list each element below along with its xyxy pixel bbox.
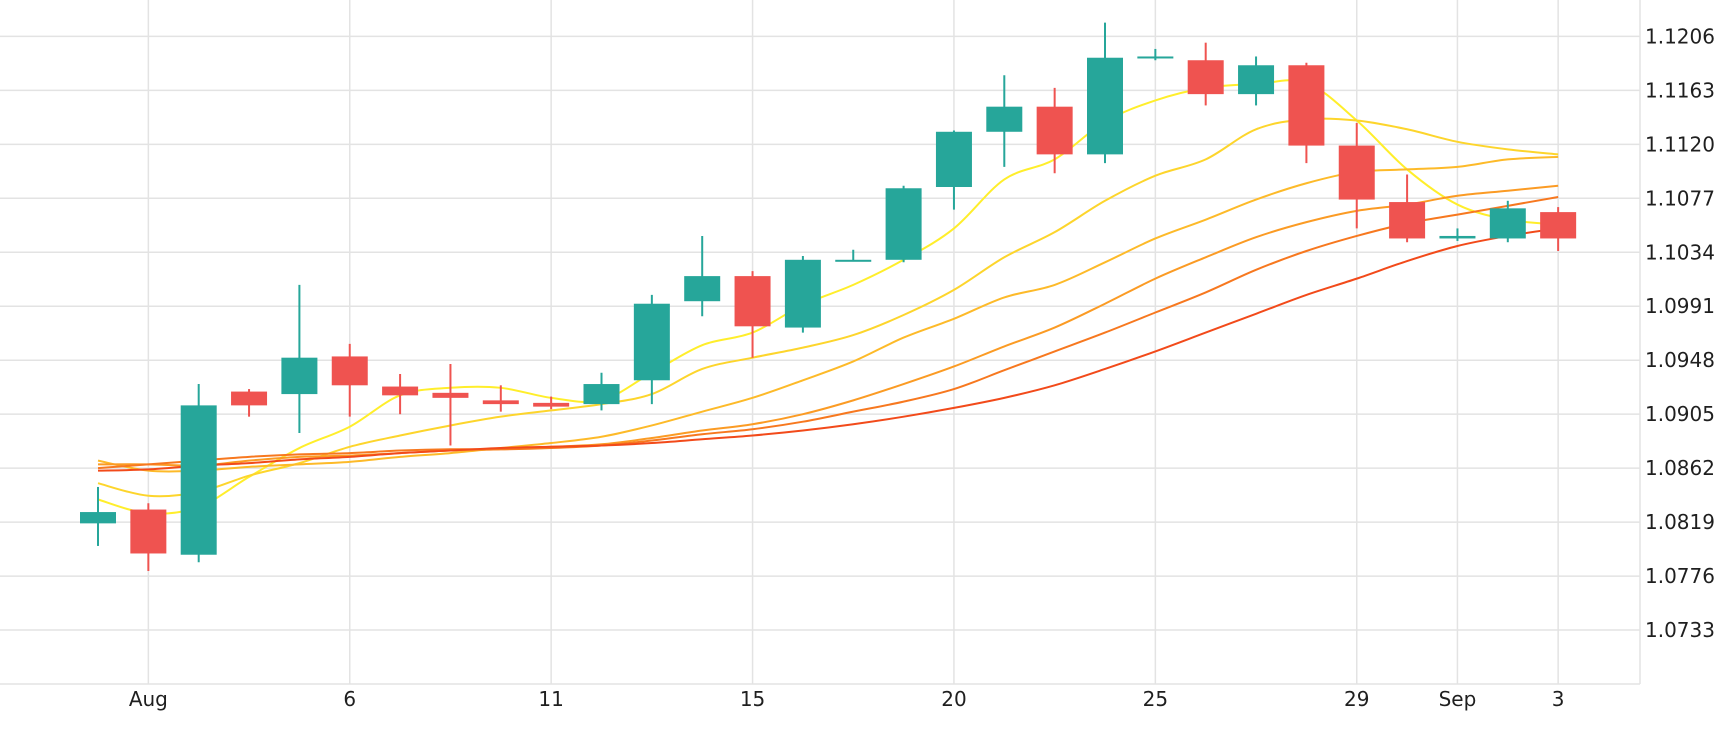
candle-body [1137,56,1174,59]
candle-body [331,356,368,386]
moving-average-line-1 [97,79,1559,515]
y-tick-label: 1.0776 [1645,564,1715,588]
candle [885,185,922,263]
x-tick-label: 3 [1552,687,1565,711]
candle-body [1036,106,1073,155]
candle-body [1540,212,1577,239]
candle-body [231,391,268,406]
x-axis-ticks: Aug 6 11 15 20 25 29 Sep 3 [129,687,1565,711]
candle-body [80,512,116,524]
x-tick-label: 15 [740,687,765,711]
moving-average-lines [97,79,1559,515]
candle-body [1238,65,1275,95]
candle [1540,207,1577,252]
candle-body [784,259,821,328]
candle [533,396,570,410]
candle-body [1087,57,1123,155]
candle-body [1187,60,1224,95]
candle-body [1389,202,1426,239]
y-tick-label: 1.0991 [1645,294,1715,318]
candle [1137,48,1174,61]
candle [1238,56,1275,106]
candle [684,235,721,317]
candle [231,389,268,417]
y-tick-label: 1.1206 [1645,24,1715,48]
grid [0,0,1641,685]
x-tick-label: 25 [1143,687,1168,711]
candle-body [382,386,419,396]
candle [482,385,519,412]
x-tick-label: 11 [538,687,563,711]
candle-body [633,303,670,381]
candle [1187,42,1224,106]
candle [130,503,167,572]
candle [432,363,469,446]
candle-body [986,106,1023,132]
x-tick-label: Aug [129,687,168,711]
candle-body [734,276,771,327]
candle [1439,228,1476,241]
candle [1036,87,1073,174]
candle [835,249,872,262]
candle [281,284,318,433]
y-tick-label: 1.1077 [1645,186,1715,210]
candle-body [432,392,469,398]
candle-body [935,131,972,188]
candle [784,256,821,333]
y-tick-label: 1.0819 [1645,510,1715,534]
candle-body [684,276,721,302]
candle-body [583,384,620,405]
candle [1389,174,1426,243]
y-tick-label: 1.0862 [1645,456,1715,480]
candle [935,130,972,210]
candle-body [180,405,217,555]
candle [583,372,620,411]
y-tick-label: 1.0905 [1645,402,1715,426]
candle [80,486,116,546]
candle [1489,200,1526,243]
candle [986,75,1023,167]
y-tick-label: 1.1034 [1645,240,1715,264]
y-tick-label: 1.1163 [1645,78,1715,102]
y-tick-label: 1.0733 [1645,618,1715,642]
x-tick-label: Sep [1439,687,1477,711]
y-axis-ticks: 1.1206 1.1163 1.1120 1.1077 1.1034 1.0991 1.09… [1645,24,1715,642]
candle [382,374,419,415]
x-tick-label: 29 [1344,687,1369,711]
x-tick-label: 6 [343,687,356,711]
candle-body [482,400,519,405]
candle-body [885,188,922,260]
candles [80,22,1577,572]
candle-body [1338,145,1375,200]
moving-average-line-4 [97,184,1559,467]
moving-average-line-5 [97,196,1559,470]
candle-body [1489,208,1526,239]
candle [1087,22,1123,164]
candle-body [281,357,318,395]
candle [1288,62,1325,164]
moving-average-line-3 [97,155,1559,473]
moving-average-line-6 [97,227,1559,472]
x-tick-label: 20 [941,687,966,711]
candle [331,343,368,417]
candle-body [1288,65,1325,146]
candle [734,271,771,358]
candle [1338,122,1375,229]
candle-body [835,259,872,262]
candle-body [533,402,570,407]
y-tick-label: 1.0948 [1645,348,1715,372]
candle-body [1439,235,1476,239]
candle [180,384,217,563]
candle-body [130,509,167,554]
y-tick-label: 1.1120 [1645,132,1715,156]
candle [633,294,670,405]
